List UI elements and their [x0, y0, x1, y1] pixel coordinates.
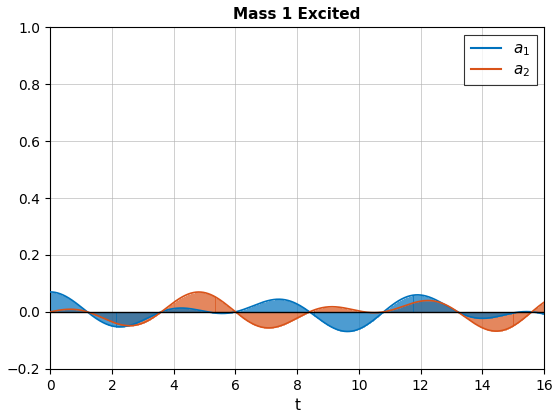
Title: Mass 1 Excited: Mass 1 Excited [234, 7, 361, 22]
X-axis label: t: t [294, 398, 300, 413]
Legend: $a_1$, $a_2$: $a_1$, $a_2$ [464, 35, 536, 85]
